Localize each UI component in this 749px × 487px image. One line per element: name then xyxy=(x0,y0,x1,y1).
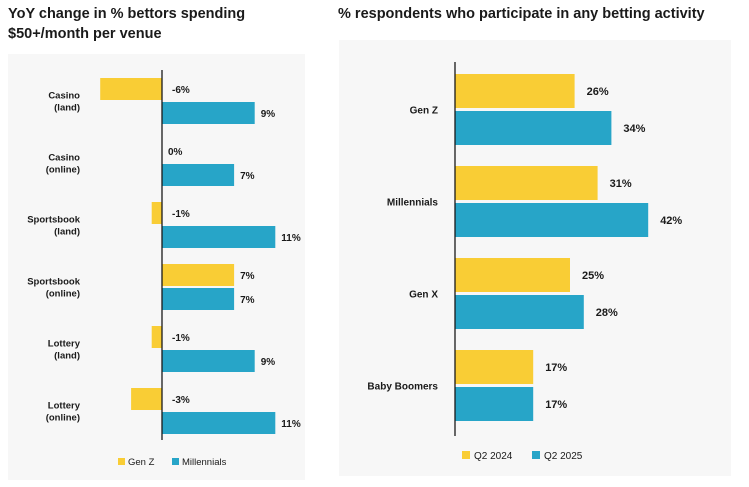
bar-q2-2024-gen-z xyxy=(455,74,575,108)
data-label-q2-2024-gen-z: 26% xyxy=(587,86,609,98)
data-label-q2-2025-gen-z: 34% xyxy=(623,123,645,135)
legend-swatch-q2-2025 xyxy=(532,451,540,459)
data-label-millennials-sportsbook-land: 11% xyxy=(281,233,301,244)
bar-q2-2024-millennials xyxy=(455,166,598,200)
category-label-sportsbook-land: Sportsbook (land) xyxy=(27,215,80,238)
bar-gen-z-lottery-land xyxy=(151,326,162,348)
data-label-gen-z-casino-land: -6% xyxy=(172,85,190,96)
data-label-q2-2024-gen-x: 25% xyxy=(582,270,604,282)
legend-label-q2-2025: Q2 2025 xyxy=(544,451,583,462)
bar-gen-z-sportsbook-land xyxy=(151,202,162,224)
category-label-gen-x: Gen X xyxy=(409,290,438,301)
bar-millennials-casino-land xyxy=(162,102,255,124)
data-label-q2-2025-gen-x: 28% xyxy=(596,307,618,319)
data-label-gen-z-lottery-online: -3% xyxy=(172,395,190,406)
category-label-casino-land: Casino (land) xyxy=(48,91,80,114)
bar-millennials-lottery-online xyxy=(162,412,276,434)
legend-label-millennials: Millennials xyxy=(182,457,227,468)
data-label-gen-z-casino-online: 0% xyxy=(168,147,183,158)
data-label-q2-2024-baby-boomers: 17% xyxy=(545,362,567,374)
data-label-millennials-sportsbook-online: 7% xyxy=(240,295,255,306)
legend-label-q2-2024: Q2 2024 xyxy=(474,451,513,462)
data-label-gen-z-lottery-land: -1% xyxy=(172,333,190,344)
bar-gen-z-casino-land xyxy=(100,78,162,100)
legend-label-gen-z: Gen Z xyxy=(128,457,155,468)
data-label-gen-z-sportsbook-online: 7% xyxy=(240,271,255,282)
data-label-q2-2025-millennials: 42% xyxy=(660,215,682,227)
category-label-casino-online: Casino (online) xyxy=(46,153,80,176)
bar-q2-2025-baby-boomers xyxy=(455,387,534,421)
bar-q2-2024-gen-x xyxy=(455,258,570,292)
category-label-millennials: Millennials xyxy=(387,198,439,209)
bar-q2-2025-millennials xyxy=(455,203,649,237)
bar-millennials-lottery-land xyxy=(162,350,255,372)
bar-q2-2025-gen-x xyxy=(455,295,584,329)
bar-gen-z-lottery-online xyxy=(131,388,162,410)
bar-gen-z-sportsbook-online xyxy=(162,264,235,286)
legend-swatch-millennials xyxy=(172,458,179,465)
category-label-gen-z: Gen Z xyxy=(410,106,438,117)
legend-swatch-gen-z xyxy=(118,458,125,465)
bar-q2-2025-gen-z xyxy=(455,111,612,145)
category-label-lottery-land: Lottery (land) xyxy=(48,339,81,362)
data-label-millennials-lottery-land: 9% xyxy=(261,357,276,368)
data-label-millennials-casino-land: 9% xyxy=(261,109,276,120)
chart-title-participation: % respondents who participate in any bet… xyxy=(338,6,705,22)
bar-millennials-casino-online xyxy=(162,164,235,186)
category-label-sportsbook-online: Sportsbook (online) xyxy=(27,277,80,300)
data-label-gen-z-sportsbook-land: -1% xyxy=(172,209,190,220)
chart-title-yoy-change: YoY change in % bettors spending $50+/mo… xyxy=(8,6,246,42)
bar-q2-2024-baby-boomers xyxy=(455,350,534,384)
data-label-millennials-casino-online: 7% xyxy=(240,171,255,182)
category-label-lottery-online: Lottery (online) xyxy=(46,401,81,424)
bar-millennials-sportsbook-land xyxy=(162,226,276,248)
data-label-millennials-lottery-online: 11% xyxy=(281,419,301,430)
category-label-baby-boomers: Baby Boomers xyxy=(367,382,438,393)
data-label-q2-2025-baby-boomers: 17% xyxy=(545,399,567,411)
bar-millennials-sportsbook-online xyxy=(162,288,235,310)
legend-swatch-q2-2024 xyxy=(462,451,470,459)
data-label-q2-2024-millennials: 31% xyxy=(610,178,632,190)
